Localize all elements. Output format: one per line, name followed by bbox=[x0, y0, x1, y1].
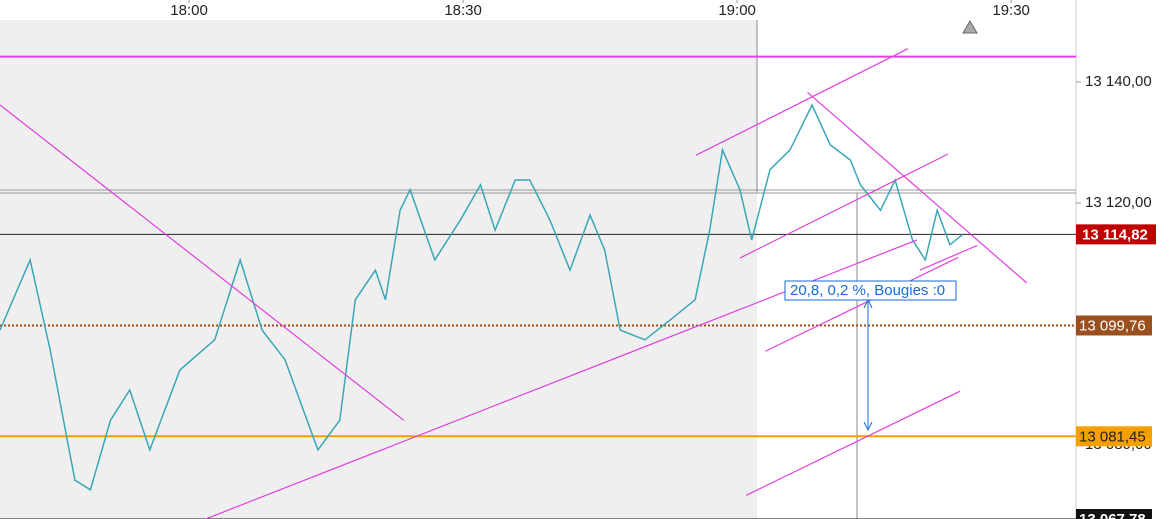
price-tag-label: 13 067,78 bbox=[1079, 511, 1146, 519]
trendline bbox=[807, 91, 1028, 284]
price-tag bbox=[1076, 426, 1152, 447]
price-tag bbox=[1076, 224, 1156, 245]
marker-triangle bbox=[962, 20, 978, 34]
x-tick-label: 19:00 bbox=[718, 2, 756, 19]
trendline bbox=[765, 256, 959, 352]
measure-box bbox=[784, 280, 957, 301]
price-tag-label: 13 099,76 bbox=[1079, 317, 1146, 334]
trendline bbox=[745, 390, 961, 496]
x-tick-label: 18:30 bbox=[444, 2, 482, 19]
x-tick-label: 18:00 bbox=[170, 2, 208, 19]
price-tag bbox=[1076, 509, 1152, 519]
session-shade bbox=[0, 20, 757, 519]
trendline bbox=[695, 48, 909, 156]
measure-label: 20,8, 0,2 %, Bougies :0 bbox=[790, 282, 945, 299]
trendline bbox=[0, 104, 405, 421]
y-tick-label: 13 120,00 bbox=[1085, 194, 1152, 211]
overlay: 20,8, 0,2 %, Bougies :0 bbox=[784, 20, 978, 432]
trendline bbox=[739, 153, 949, 259]
y-tick-label: 13 140,00 bbox=[1085, 73, 1152, 90]
price-line bbox=[0, 103, 964, 491]
x-tick-label: 19:30 bbox=[992, 2, 1030, 19]
price-tag-label: 13 081,45 bbox=[1079, 428, 1146, 445]
price-tag-label: 13 114,82 bbox=[1082, 226, 1148, 243]
price-tag bbox=[1076, 315, 1152, 336]
trendline bbox=[919, 244, 978, 271]
